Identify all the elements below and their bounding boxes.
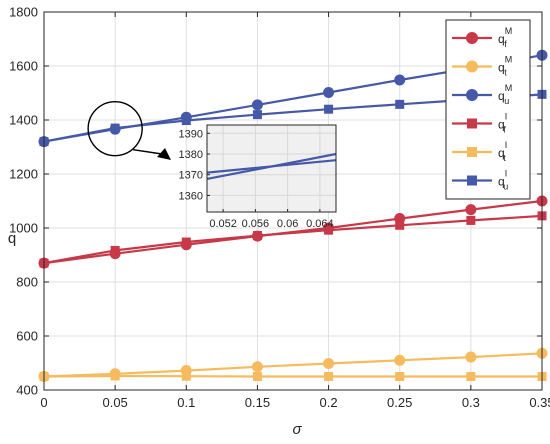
y-tick-label: 400 (16, 383, 38, 398)
y-tick-label: 1200 (9, 167, 38, 182)
data-point (181, 371, 191, 381)
axes-frame (43, 11, 543, 391)
x-tick-label: 0.15 (245, 395, 270, 410)
y-tick-labels: 400 600 800 1000 1200 1400 1600 1800 (9, 5, 38, 398)
data-point (181, 116, 191, 126)
legend-label: qI t (498, 140, 507, 163)
x-tick-labels: 0 0.05 0.1 0.15 0.2 0.25 0.3 0.35 (40, 395, 550, 410)
inset-chart: 0.052 0.056 0.06 0.064 1360 1370 1380 1390 (179, 124, 337, 230)
y-axis-title: q (8, 230, 16, 247)
data-point (110, 245, 120, 255)
data-point (251, 361, 263, 373)
legend-marker (466, 32, 478, 44)
legend-entry: qI t (452, 140, 507, 163)
axes (43, 11, 543, 391)
series-line (43, 214, 543, 265)
x-axis-title: σ (292, 421, 302, 438)
data-point (324, 104, 334, 114)
data-point (181, 237, 191, 247)
zoom-indicator (87, 100, 171, 160)
inset-y-tick-label: 1380 (179, 149, 203, 161)
x-tick-label: 0.1 (177, 395, 195, 410)
legend-marker (466, 60, 478, 73)
legend-entry: qM t (452, 55, 512, 78)
data-point (395, 220, 405, 230)
inset-x-tick-label: 0.06 (277, 218, 298, 230)
legend-marker (467, 147, 477, 157)
data-point (323, 358, 335, 370)
legend-entry: qI u (452, 169, 508, 192)
series-line (43, 374, 542, 378)
data-point (252, 110, 262, 120)
x-tick-label: 0 (40, 395, 47, 410)
inset-y-tick-label: 1370 (179, 170, 203, 182)
data-point (110, 123, 120, 133)
y-tick-label: 1400 (9, 113, 38, 128)
legend-marker (467, 175, 477, 186)
legend-box (445, 19, 531, 200)
zoom-arrow-head (157, 148, 171, 160)
inset-frame (206, 124, 337, 213)
inset-series-line (206, 159, 337, 174)
x-tick-label: 0.2 (320, 395, 338, 410)
data-point (394, 354, 406, 366)
legend-label: qM u (498, 83, 512, 106)
zoom-circle (87, 100, 143, 157)
y-tick-label: 600 (16, 329, 38, 344)
series-line (43, 352, 543, 378)
data-point (252, 372, 262, 381)
legend-marker (466, 89, 478, 101)
inset-y-tick-label: 1360 (179, 190, 203, 202)
legend-entry: qM u (452, 83, 512, 106)
data-point (465, 351, 477, 363)
legend-label: qM t (498, 55, 512, 78)
legend-label: qI f (498, 112, 507, 135)
inset-background (206, 124, 337, 213)
data-point (395, 372, 405, 381)
data-point (324, 225, 334, 235)
x-tick-label: 0.35 (529, 395, 550, 410)
data-point (466, 372, 476, 381)
y-tick-label: 1800 (9, 5, 38, 20)
x-tick-label: 0.05 (102, 395, 127, 410)
y-tick-label: 800 (16, 275, 38, 290)
legend-label: qI u (498, 169, 508, 192)
data-point (395, 99, 405, 109)
inset-y-tick-label: 1390 (179, 128, 203, 140)
x-tick-label: 0.25 (387, 395, 412, 410)
data-point (323, 86, 335, 98)
y-tick-label: 1600 (9, 59, 38, 74)
legend-marker (467, 118, 477, 129)
legend: qM f qM t qM u qI f qI t qI u (445, 19, 531, 200)
inset-x-tick-label: 0.056 (242, 218, 270, 230)
data-point (465, 204, 477, 216)
legend-entry: qM f (452, 26, 512, 49)
x-tick-label: 0.3 (462, 395, 480, 410)
y-tick-label: 1000 (9, 221, 38, 236)
legend-entry: qI f (452, 112, 507, 135)
data-point (252, 231, 262, 241)
legend-label: qM f (498, 26, 512, 49)
inset-x-tick-label: 0.052 (209, 218, 237, 230)
data-point (394, 74, 406, 86)
data-point (110, 371, 120, 381)
zoom-arrow-line (133, 148, 163, 155)
data-point (251, 99, 263, 111)
data-point (324, 372, 334, 381)
inset-x-tick-label: 0.064 (306, 218, 334, 230)
data-point (466, 215, 476, 225)
